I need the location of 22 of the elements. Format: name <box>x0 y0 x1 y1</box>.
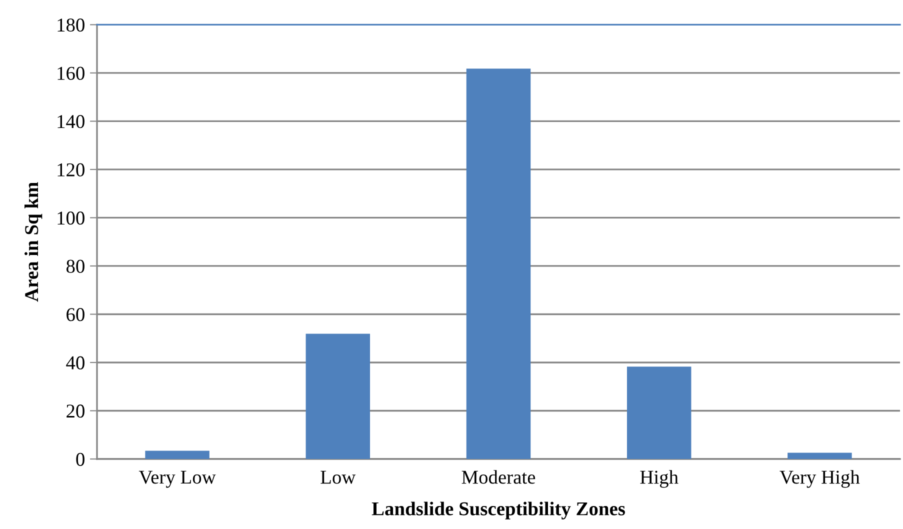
y-tick-label: 160 <box>58 66 84 80</box>
y-tick-label: 0 <box>76 452 84 466</box>
x-tick-label: Low <box>320 470 356 484</box>
bar <box>626 366 692 459</box>
x-tick-label: Moderate <box>462 470 536 484</box>
y-tick-label: 100 <box>58 212 84 225</box>
y-tick-label: 80 <box>66 260 84 273</box>
y-tick-label: 120 <box>58 163 84 176</box>
y-tick-label: 20 <box>66 404 84 418</box>
y-tick-label: 60 <box>66 308 84 322</box>
x-tick-label: High <box>640 470 678 488</box>
bar <box>306 334 370 459</box>
x-axis-title: Landslide Susceptibility Zones <box>372 502 625 520</box>
y-tick-label: 180 <box>58 18 84 32</box>
x-tick-label: Very High <box>780 470 860 488</box>
bar <box>788 452 852 459</box>
x-tick-label: Very Low <box>138 470 216 488</box>
y-axis-title: Area in Sq km <box>24 182 42 302</box>
y-tick-label: 140 <box>58 115 84 128</box>
bar <box>466 68 531 459</box>
y-tick-label: 40 <box>66 356 84 370</box>
bar <box>145 450 210 459</box>
